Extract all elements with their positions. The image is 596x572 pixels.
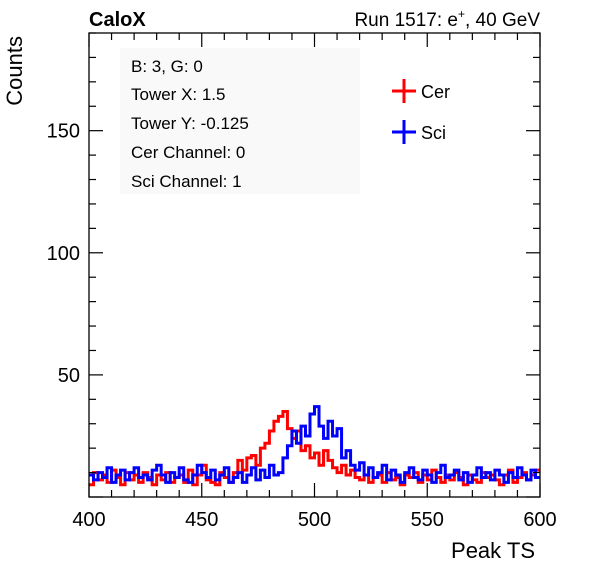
info-line-tower-y: Tower Y: -0.125 <box>131 114 249 133</box>
legend-item-cer: Cer <box>392 79 450 103</box>
x-tick-label: 450 <box>185 509 218 531</box>
chart-brand-label: CaloX <box>89 9 146 31</box>
y-axis-title: Counts <box>2 36 27 106</box>
x-tick-label: 550 <box>411 509 444 531</box>
x-tick-label: 500 <box>298 509 331 531</box>
legend-cer-label: Cer <box>421 82 450 102</box>
legend: Cer Sci <box>392 79 450 144</box>
legend-item-sci: Sci <box>392 120 446 144</box>
run-info-text: Run 1517: e <box>354 10 458 31</box>
y-tick-label: 50 <box>58 365 80 387</box>
series-layer <box>89 405 540 487</box>
run-info-label: Run 1517: e+, 40 GeV <box>354 7 540 31</box>
y-tick-label: 100 <box>47 243 80 265</box>
legend-sci-label: Sci <box>421 123 446 143</box>
info-line-tower-x: Tower X: 1.5 <box>131 85 226 104</box>
ticks-layer: 400 450 500 550 600 50 100 150 <box>47 32 557 531</box>
info-box: B: 3, G: 0 Tower X: 1.5 Tower Y: -0.125 … <box>120 48 360 194</box>
x-tick-label: 600 <box>523 509 556 531</box>
info-line-board: B: 3, G: 0 <box>131 57 203 76</box>
y-tick-label: 150 <box>47 121 80 143</box>
run-info-energy: , 40 GeV <box>465 10 540 31</box>
series-line-sci <box>89 405 540 484</box>
x-axis-title: Peak TS <box>451 538 535 563</box>
run-info-superscript: + <box>458 7 465 21</box>
info-box-background <box>120 48 360 194</box>
info-line-sci-channel: Sci Channel: 1 <box>131 172 242 191</box>
info-line-cer-channel: Cer Channel: 0 <box>131 143 245 162</box>
x-tick-label: 400 <box>72 509 105 531</box>
